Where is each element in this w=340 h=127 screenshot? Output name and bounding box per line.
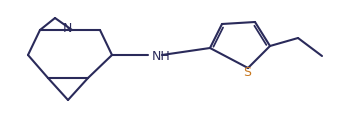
Text: N: N	[62, 22, 72, 36]
Text: S: S	[243, 66, 251, 78]
Text: NH: NH	[152, 50, 171, 62]
